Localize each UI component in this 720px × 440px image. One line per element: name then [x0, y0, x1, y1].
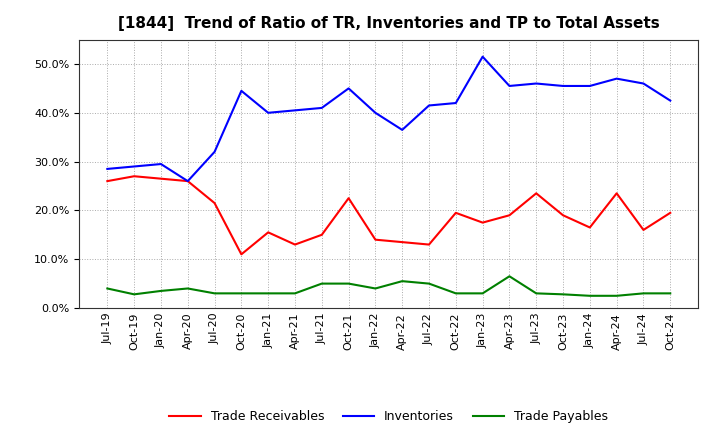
Trade Receivables	[184, 179, 192, 184]
Trade Receivables	[559, 213, 567, 218]
Trade Receivables	[612, 191, 621, 196]
Inventories	[237, 88, 246, 93]
Trade Payables	[103, 286, 112, 291]
Inventories	[532, 81, 541, 86]
Trade Payables	[478, 291, 487, 296]
Trade Receivables	[344, 195, 353, 201]
Inventories	[210, 149, 219, 154]
Trade Receivables	[478, 220, 487, 225]
Inventories	[264, 110, 272, 115]
Trade Payables	[130, 292, 138, 297]
Trade Receivables	[398, 239, 407, 245]
Inventories	[398, 127, 407, 132]
Trade Receivables	[505, 213, 514, 218]
Trade Receivables	[425, 242, 433, 247]
Trade Receivables	[318, 232, 326, 238]
Trade Payables	[451, 291, 460, 296]
Inventories	[612, 76, 621, 81]
Legend: Trade Receivables, Inventories, Trade Payables: Trade Receivables, Inventories, Trade Pa…	[164, 405, 613, 428]
Trade Receivables	[103, 179, 112, 184]
Trade Payables	[371, 286, 379, 291]
Title: [1844]  Trend of Ratio of TR, Inventories and TP to Total Assets: [1844] Trend of Ratio of TR, Inventories…	[118, 16, 660, 32]
Trade Receivables	[264, 230, 272, 235]
Inventories	[478, 54, 487, 59]
Inventories	[371, 110, 379, 115]
Trade Receivables	[451, 210, 460, 216]
Trade Payables	[666, 291, 675, 296]
Trade Payables	[291, 291, 300, 296]
Inventories	[505, 83, 514, 88]
Trade Payables	[425, 281, 433, 286]
Trade Payables	[559, 292, 567, 297]
Inventories	[425, 103, 433, 108]
Line: Trade Receivables: Trade Receivables	[107, 176, 670, 254]
Inventories	[130, 164, 138, 169]
Trade Receivables	[291, 242, 300, 247]
Inventories	[666, 98, 675, 103]
Trade Payables	[398, 279, 407, 284]
Inventories	[318, 105, 326, 110]
Inventories	[344, 86, 353, 91]
Trade Receivables	[532, 191, 541, 196]
Inventories	[451, 100, 460, 106]
Inventories	[184, 179, 192, 184]
Trade Receivables	[210, 201, 219, 206]
Inventories	[291, 108, 300, 113]
Inventories	[639, 81, 648, 86]
Trade Payables	[344, 281, 353, 286]
Trade Receivables	[666, 210, 675, 216]
Trade Payables	[210, 291, 219, 296]
Trade Payables	[264, 291, 272, 296]
Trade Payables	[318, 281, 326, 286]
Inventories	[585, 83, 594, 88]
Trade Payables	[237, 291, 246, 296]
Trade Payables	[184, 286, 192, 291]
Line: Inventories: Inventories	[107, 57, 670, 181]
Trade Receivables	[585, 225, 594, 230]
Trade Receivables	[157, 176, 166, 181]
Trade Payables	[639, 291, 648, 296]
Inventories	[103, 166, 112, 172]
Trade Payables	[157, 288, 166, 293]
Trade Receivables	[237, 252, 246, 257]
Trade Receivables	[639, 227, 648, 233]
Trade Payables	[612, 293, 621, 298]
Inventories	[157, 161, 166, 167]
Trade Payables	[585, 293, 594, 298]
Trade Receivables	[130, 174, 138, 179]
Trade Payables	[505, 274, 514, 279]
Trade Receivables	[371, 237, 379, 242]
Trade Payables	[532, 291, 541, 296]
Line: Trade Payables: Trade Payables	[107, 276, 670, 296]
Inventories	[559, 83, 567, 88]
